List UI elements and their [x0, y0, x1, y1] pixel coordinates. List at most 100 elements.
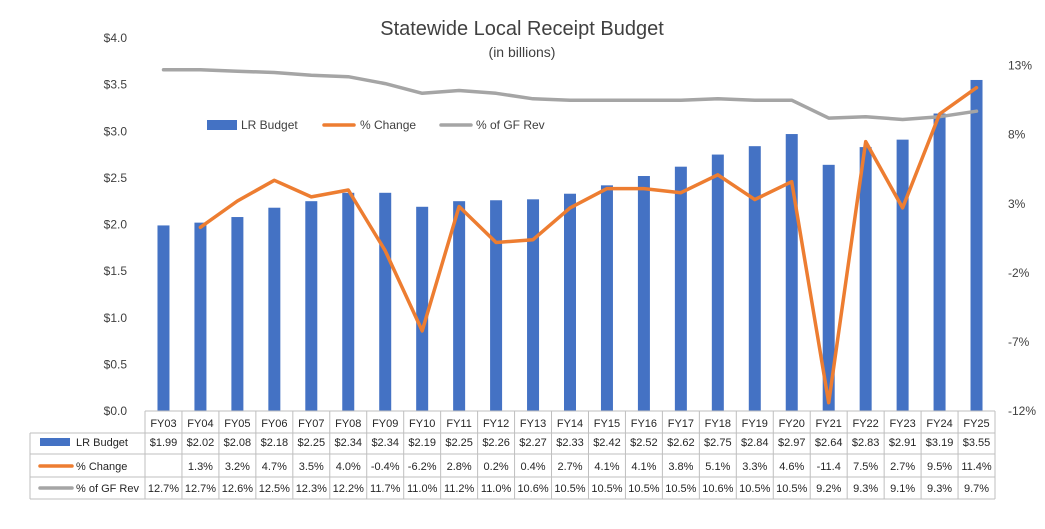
table-cell: 9.3% [853, 483, 878, 495]
table-cell: $2.25 [445, 437, 473, 449]
table-cell: 10.6% [517, 483, 548, 495]
table-row-header: % Change [76, 461, 127, 473]
x-tick-label: FY12 [483, 418, 509, 430]
legend-label: % Change [360, 118, 416, 132]
bar [231, 217, 244, 411]
bar [711, 154, 724, 411]
table-cell: 10.6% [702, 483, 733, 495]
table-cell: 10.5% [739, 483, 770, 495]
x-tick-label: FY10 [409, 418, 435, 430]
table-cell: -6.2% [408, 461, 437, 473]
bar [305, 201, 318, 411]
bar [342, 192, 355, 411]
table-cell: -0.4% [371, 461, 400, 473]
bar [564, 193, 576, 411]
x-tick-label: FY17 [668, 418, 694, 430]
y-left-tick-label: $0.0 [104, 404, 128, 418]
y-right-tick-label: -2% [1008, 266, 1030, 280]
table-cell: 9.7% [964, 483, 989, 495]
table-cell: 12.3% [296, 483, 327, 495]
table-cell: 10.5% [665, 483, 696, 495]
table-cell: 3.3% [742, 461, 767, 473]
table-cell: $2.83 [852, 437, 880, 449]
table-row-header: LR Budget [76, 437, 128, 449]
x-tick-label: FY11 [446, 418, 471, 430]
series-line [161, 68, 979, 122]
table-cell: $2.64 [815, 437, 843, 449]
x-tick-label: FY22 [853, 418, 879, 430]
chart-title: Statewide Local Receipt Budget [380, 18, 664, 40]
y-right-tick-label: 8% [1008, 128, 1026, 142]
table-cell: 11.0% [407, 483, 438, 495]
bar [970, 79, 983, 412]
bar [674, 166, 687, 411]
bar [527, 199, 540, 411]
table-cell: 12.6% [222, 483, 253, 495]
table-cell: $2.19 [408, 437, 436, 449]
table-cell: 3.8% [668, 461, 693, 473]
table-cell: 2.8% [447, 461, 472, 473]
x-tick-label: FY05 [224, 418, 250, 430]
y-right-tick-label: 13% [1008, 59, 1032, 73]
table-cell: $2.62 [667, 437, 695, 449]
bar [748, 146, 761, 412]
table-cell: $2.34 [334, 437, 362, 449]
y-left-tick-label: $3.0 [104, 124, 128, 138]
x-tick-label: FY18 [705, 418, 731, 430]
table-cell: 11.4% [961, 461, 992, 473]
table-cell: 10.5% [591, 483, 622, 495]
table-cell: 12.7% [185, 483, 216, 495]
table-cell: $2.08 [224, 437, 252, 449]
table-cell: 4.7% [262, 461, 287, 473]
table-cell: $2.02 [187, 437, 215, 449]
chart-subtitle: (in billions) [489, 44, 556, 60]
bar [379, 192, 392, 411]
bar [637, 176, 650, 411]
series-line [198, 85, 979, 405]
bar [416, 206, 429, 411]
y-left-tick-label: $4.0 [104, 31, 128, 45]
table-cell: 3.2% [225, 461, 250, 473]
table-row-header: % of GF Rev [76, 483, 139, 495]
table-cell: $2.42 [593, 437, 621, 449]
table-cell: 0.2% [484, 461, 509, 473]
bar [157, 225, 170, 411]
table-cell: 9.3% [927, 483, 952, 495]
y-left-tick-label: $2.5 [104, 171, 128, 185]
bar [859, 147, 872, 412]
table-cell: 4.6% [779, 461, 804, 473]
table-cell: 10.5% [776, 483, 807, 495]
table-cell: $2.84 [741, 437, 769, 449]
bar [896, 139, 909, 411]
bar [194, 222, 207, 411]
x-tick-label: FY03 [150, 418, 176, 430]
table-cell: $3.19 [926, 437, 954, 449]
x-tick-label: FY15 [594, 418, 620, 430]
y-left-tick-label: $1.5 [104, 264, 128, 278]
bar [785, 134, 798, 412]
table-cell: 4.0% [336, 461, 361, 473]
legend-label: % of GF Rev [476, 118, 545, 132]
x-tick-label: FY07 [298, 418, 324, 430]
table-cell: $2.27 [519, 437, 547, 449]
table-cell: 2.7% [890, 461, 915, 473]
y-right-tick-label: -7% [1008, 335, 1030, 349]
bar [822, 164, 835, 411]
legend-label: LR Budget [241, 118, 298, 132]
table-legend-key [40, 438, 70, 446]
x-tick-label: FY08 [335, 418, 361, 430]
x-tick-label: FY06 [261, 418, 287, 430]
x-tick-label: FY14 [557, 418, 583, 430]
table-cell: 4.1% [594, 461, 619, 473]
table-cell: $2.52 [630, 437, 658, 449]
table-cell: 11.0% [481, 483, 512, 495]
table-cell: 5.1% [705, 461, 730, 473]
x-tick-label: FY25 [963, 418, 989, 430]
table-cell: 7.5% [853, 461, 878, 473]
table-cell: $2.97 [778, 437, 806, 449]
table-cell: 12.2% [333, 483, 364, 495]
table-cell: 12.5% [259, 483, 290, 495]
table-cell: 12.7% [148, 483, 179, 495]
